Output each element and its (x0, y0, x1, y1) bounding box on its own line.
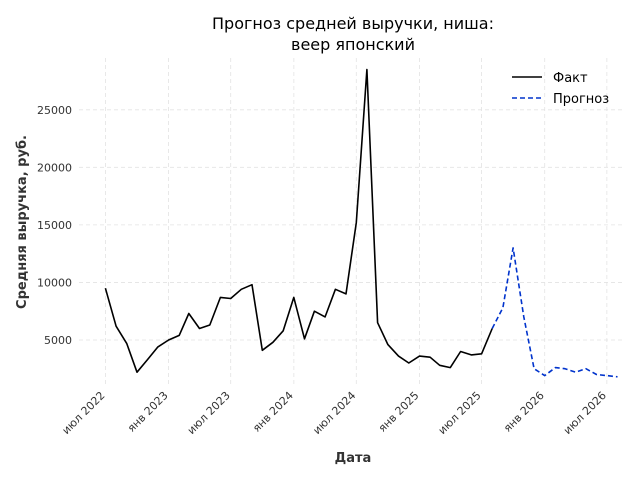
chart-title-line-2: веер японский (291, 35, 415, 54)
x-tick-label: июл 2022 (60, 389, 108, 437)
y-tick-label: 20000 (37, 161, 72, 174)
legend-label-forecast: Прогноз (553, 92, 609, 107)
x-tick-label: июл 2024 (310, 389, 358, 437)
series-line-fact (104, 68, 493, 374)
x-axis-ticks: июл 2022 янв 2023 июл 2023 янв 2024 июл 2024… (60, 389, 609, 437)
y-tick-label: 5000 (44, 334, 72, 347)
x-tick-label: июл 2025 (436, 389, 484, 437)
series-lines (104, 68, 618, 378)
x-axis-label: Дата (335, 451, 372, 466)
chart-title-line-1: Прогноз средней выручки, ниша: (212, 14, 494, 33)
legend: Факт Прогноз (512, 71, 609, 107)
y-tick-label: 25000 (37, 104, 72, 117)
grid (79, 58, 624, 386)
x-tick-label: янв 2023 (125, 389, 171, 435)
x-tick-label: июл 2026 (561, 389, 609, 437)
x-tick-label: янв 2025 (376, 389, 422, 435)
series-line-forecast (491, 247, 618, 378)
y-axis-label: Средняя выручка, руб. (15, 135, 30, 309)
y-tick-label: 15000 (37, 219, 72, 232)
legend-label-fact: Факт (553, 71, 588, 86)
x-tick-label: янв 2026 (501, 389, 547, 435)
y-axis-ticks: 5000 10000 15000 20000 25000 (37, 104, 72, 347)
y-tick-label: 10000 (37, 276, 72, 289)
x-tick-label: июл 2023 (185, 389, 233, 437)
x-tick-label: янв 2024 (250, 389, 296, 435)
